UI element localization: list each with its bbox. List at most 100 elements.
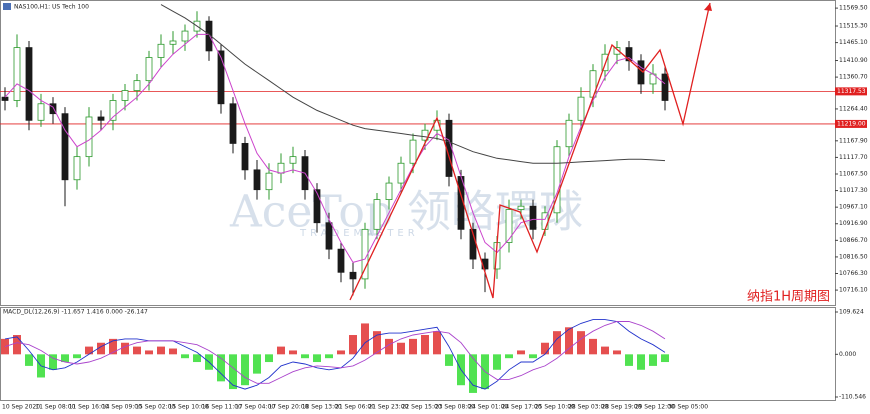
candle-body xyxy=(181,30,189,42)
macd-bar xyxy=(97,342,105,355)
watermark-sub: TRADEMASTER xyxy=(299,228,419,239)
macd-bar xyxy=(61,354,69,363)
macd-line xyxy=(4,319,666,390)
macd-bar xyxy=(589,338,597,355)
candle-body xyxy=(85,116,93,158)
macd-bar xyxy=(289,350,297,355)
main-frame xyxy=(0,0,836,306)
macd-bar xyxy=(241,354,249,386)
macd-bar xyxy=(337,350,345,355)
candle-body xyxy=(169,40,177,45)
x-tick-label: 28 Sep 03:00 xyxy=(568,404,608,411)
macd-bar xyxy=(217,354,225,382)
macd-bar xyxy=(601,346,609,355)
candle-body xyxy=(637,60,645,85)
macd-bar xyxy=(397,342,405,355)
y-tick-label: 11017.30 xyxy=(839,187,868,194)
candle-body xyxy=(313,189,321,224)
candle-body xyxy=(265,172,273,191)
candle-body xyxy=(517,205,525,210)
level-label-box xyxy=(835,119,867,128)
candle-body xyxy=(625,47,633,62)
candle-body xyxy=(421,129,429,141)
candle-body xyxy=(505,209,513,243)
level-label-box xyxy=(835,87,867,96)
y-tick-label: 10866.70 xyxy=(839,237,868,244)
candle-body xyxy=(253,169,261,191)
macd-bar xyxy=(445,354,453,366)
candle-body xyxy=(397,162,405,184)
watermark: AceTop 领略環球 xyxy=(229,187,583,238)
candle-body xyxy=(37,103,45,121)
candle-body xyxy=(145,57,153,82)
y-tick-label: 11264.40 xyxy=(839,105,868,112)
x-tick-label: 28 Sep 19:00 xyxy=(601,404,641,411)
macd-bar xyxy=(361,323,369,355)
candle-body xyxy=(577,96,585,121)
y-tick-label: 10716.10 xyxy=(839,287,868,294)
candle-body xyxy=(409,139,417,164)
x-tick-label: 18 Sep 13:00 xyxy=(302,404,342,411)
macd-bar xyxy=(1,338,9,355)
candle-body xyxy=(157,43,165,58)
macd-title: MACD_DL(12,26,9) -11.657 1.416 0.000 -26… xyxy=(3,309,148,316)
x-tick-label: 24 Sep 01:00 xyxy=(468,404,508,411)
y-tick-label: 11515.30 xyxy=(839,23,868,30)
candle-body xyxy=(529,205,537,230)
macd-bar xyxy=(49,354,57,370)
x-tick-label: 22 Sep 15:00 xyxy=(402,404,442,411)
macd-bar xyxy=(313,354,321,363)
candle-body xyxy=(337,248,345,273)
y-tick-label: 11067.50 xyxy=(839,170,868,177)
macd-bar xyxy=(277,346,285,355)
macd-bar xyxy=(661,354,669,363)
candle-body xyxy=(385,182,393,200)
x-tick-label: 11 Sep 16:00 xyxy=(69,404,109,411)
macd-bar xyxy=(145,350,153,355)
candle-body xyxy=(613,47,621,55)
macd-bar xyxy=(433,331,441,355)
candle-body xyxy=(49,103,57,115)
level-label: 11219.00 xyxy=(837,120,866,127)
candle-body xyxy=(61,113,69,181)
x-tick-label: 24 Sep 17:00 xyxy=(502,404,542,411)
candle-body xyxy=(109,100,117,121)
macd-bar xyxy=(169,348,177,355)
macd-bar xyxy=(529,354,537,359)
macd-bar xyxy=(421,335,429,355)
macd-bar xyxy=(181,354,189,359)
macd-bar xyxy=(409,338,417,355)
macd-bar xyxy=(505,354,513,359)
macd-bar xyxy=(73,354,81,359)
x-tick-label: 15 Sep 02:00 xyxy=(135,404,175,411)
chart-title: NAS100,H1: US Tech 100 xyxy=(14,4,89,11)
macd-bar xyxy=(133,346,141,355)
candle-body xyxy=(205,20,213,52)
macd-bar xyxy=(109,338,117,355)
macd-bar xyxy=(541,342,549,355)
macd-y-tick-label: 0.000 xyxy=(839,351,856,358)
x-tick-label: 16 Sep 11:00 xyxy=(202,404,242,411)
x-tick-label: 21 Sep 06:00 xyxy=(335,404,375,411)
y-tick-label: 10766.30 xyxy=(839,270,868,277)
macd-bar xyxy=(229,354,237,390)
candle-body xyxy=(1,96,9,101)
macd-bar xyxy=(13,335,21,355)
macd-bar xyxy=(193,354,201,363)
macd-bar xyxy=(613,350,621,355)
macd-bar xyxy=(625,354,633,366)
x-tick-label: 29 Sep 12:00 xyxy=(635,404,675,411)
macd-bar xyxy=(325,354,333,359)
macd-bar xyxy=(469,354,477,393)
macd-bar xyxy=(253,354,261,374)
x-tick-label: 14 Sep 09:00 xyxy=(102,404,142,411)
x-tick-label: 10 Sep 2020 xyxy=(2,404,40,411)
candle-body xyxy=(277,162,285,174)
arrow-head xyxy=(704,3,712,11)
macd-bar xyxy=(553,331,561,355)
macd-bar xyxy=(25,354,33,366)
moving-average xyxy=(160,4,666,164)
y-tick-label: 10916.90 xyxy=(839,220,868,227)
candle-body xyxy=(553,146,561,214)
macd-bar xyxy=(373,331,381,355)
